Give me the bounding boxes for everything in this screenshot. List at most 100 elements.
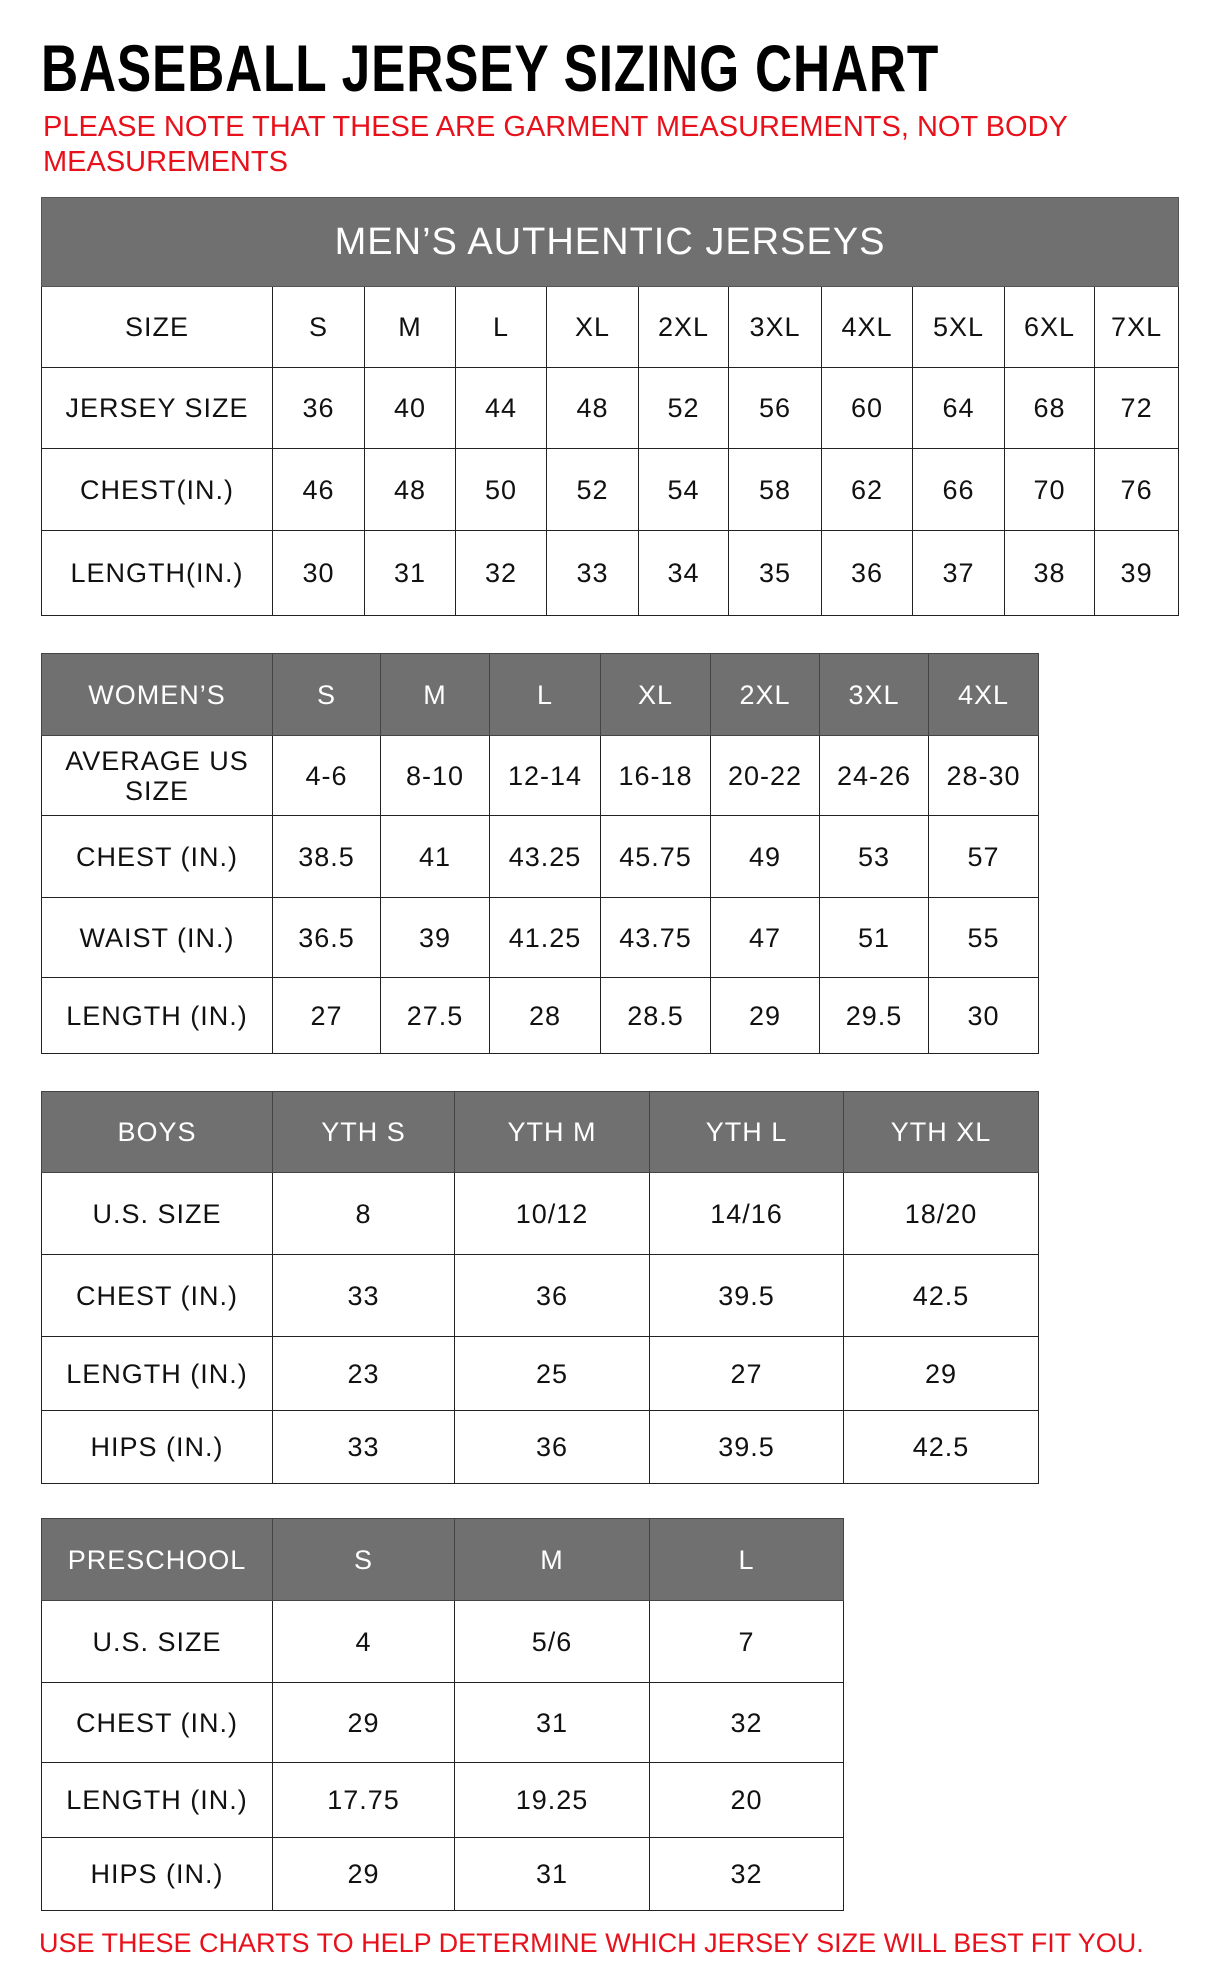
measurement-cell: 42.5 [843, 1410, 1039, 1484]
measurement-cell: 52 [546, 448, 639, 531]
size-header-cell: 7XL [1093, 286, 1180, 368]
size-header-cell: L [649, 1518, 844, 1601]
table-row: CHEST (IN.) 33 36 39.5 42.5 [41, 1254, 1039, 1337]
measurement-cell: 32 [649, 1682, 844, 1763]
measurement-cell: 29 [843, 1336, 1039, 1411]
measurement-cell: 34 [638, 530, 729, 616]
measurement-cell: 50 [455, 448, 547, 531]
measurement-cell: 68 [1004, 367, 1095, 449]
measurement-cell: 33 [272, 1410, 455, 1484]
row-label: PRESCHOOL [41, 1518, 273, 1601]
row-label: BOYS [41, 1091, 273, 1173]
mens-size-table: MEN’S AUTHENTIC JERSEYS SIZE S M L XL 2XL 3XL 4X… [40, 197, 1180, 616]
size-header-cell: XL [600, 653, 711, 736]
row-label: WAIST (IN.) [41, 897, 273, 978]
measurement-cell: 27.5 [380, 977, 490, 1054]
row-label: CHEST (IN.) [41, 1682, 273, 1763]
table-row: LENGTH(IN.) 30 31 32 33 34 35 36 37 38 39 [41, 530, 1180, 616]
measurement-cell: 47 [710, 897, 820, 978]
measurement-cell: 70 [1004, 448, 1095, 531]
measurement-cell: 39.5 [649, 1410, 844, 1484]
size-header-cell: YTH M [454, 1091, 650, 1173]
row-label: LENGTH(IN.) [41, 530, 273, 616]
table-row: LENGTH (IN.) 23 25 27 29 [41, 1336, 1039, 1411]
measurement-cell: 72 [1093, 367, 1180, 449]
table-row: CHEST (IN.) 29 31 32 [41, 1682, 844, 1763]
measurement-cell: 18/20 [843, 1172, 1039, 1255]
boys-size-table: BOYS YTH S YTH M YTH L YTH XL U.S. SIZE 8 10/12… [41, 1091, 1039, 1484]
measurement-cell: 44 [455, 367, 547, 449]
table-row: HIPS (IN.) 33 36 39.5 42.5 [41, 1410, 1039, 1484]
measurement-cell: 30 [928, 977, 1039, 1054]
measurement-cell: 14/16 [649, 1172, 844, 1255]
row-label: U.S. SIZE [41, 1172, 273, 1255]
measurement-cell: 7 [649, 1600, 844, 1683]
table-header-row: SIZE S M L XL 2XL 3XL 4XL 5XL 6XL 7XL [41, 286, 1180, 368]
size-header-cell: 2XL [638, 286, 729, 368]
table-caption: MEN’S AUTHENTIC JERSEYS [40, 197, 1180, 287]
measurement-cell: 58 [728, 448, 822, 531]
measurement-cell: 41 [380, 815, 490, 898]
measurement-cell: 64 [912, 367, 1005, 449]
measurement-cell: 36 [454, 1254, 650, 1337]
size-header-cell: S [272, 1518, 455, 1601]
table-row: CHEST(IN.) 46 48 50 52 54 58 62 66 70 76 [41, 448, 1180, 531]
measurement-cell: 27 [649, 1336, 844, 1411]
measurement-cell: 36 [272, 367, 365, 449]
row-label: HIPS (IN.) [41, 1837, 273, 1911]
measurement-cell: 29 [272, 1682, 455, 1763]
measurement-cell: 60 [821, 367, 913, 449]
table-row: HIPS (IN.) 29 31 32 [41, 1837, 844, 1911]
measurement-cell: 28-30 [928, 735, 1039, 816]
measurement-cell: 66 [912, 448, 1005, 531]
measurement-cell: 38.5 [272, 815, 381, 898]
row-label: CHEST(IN.) [41, 448, 273, 531]
measurement-cell: 33 [272, 1254, 455, 1337]
measurement-cell: 35 [728, 530, 822, 616]
measurement-cell: 29 [710, 977, 820, 1054]
measurement-cell: 39 [380, 897, 490, 978]
size-header-cell: S [272, 286, 365, 368]
measurement-cell: 56 [728, 367, 822, 449]
size-header-cell: YTH XL [843, 1091, 1039, 1173]
table-header-row: WOMEN’S S M L XL 2XL 3XL 4XL [41, 653, 1039, 736]
measurement-cell: 20-22 [710, 735, 820, 816]
measurement-cell: 52 [638, 367, 729, 449]
measurement-cell: 38 [1004, 530, 1095, 616]
measurement-cell: 43.75 [600, 897, 711, 978]
size-header-cell: L [455, 286, 547, 368]
measurement-cell: 48 [364, 448, 456, 531]
row-label: WOMEN’S [41, 653, 273, 736]
table-row: JERSEY SIZE 36 40 44 48 52 56 60 64 68 72 [41, 367, 1180, 449]
measurement-cell: 45.75 [600, 815, 711, 898]
table-row: LENGTH (IN.) 27 27.5 28 28.5 29 29.5 30 [41, 977, 1039, 1054]
measurement-cell: 28 [489, 977, 601, 1054]
measurement-cell: 41.25 [489, 897, 601, 978]
size-header-cell: XL [546, 286, 639, 368]
page-title: BASEBALL JERSEY SIZING CHART [41, 31, 940, 105]
measurement-cell: 20 [649, 1762, 844, 1838]
size-header-cell: M [364, 286, 456, 368]
measurement-cell: 19.25 [454, 1762, 650, 1838]
size-header-cell: 3XL [728, 286, 822, 368]
measurement-cell: 4-6 [272, 735, 381, 816]
measurement-cell: 16-18 [600, 735, 711, 816]
measurement-cell: 33 [546, 530, 639, 616]
measurement-cell: 28.5 [600, 977, 711, 1054]
size-header-cell: 4XL [928, 653, 1039, 736]
measurement-cell: 36.5 [272, 897, 381, 978]
size-header-cell: L [489, 653, 601, 736]
measurement-cell: 37 [912, 530, 1005, 616]
measurement-cell: 25 [454, 1336, 650, 1411]
measurement-cell: 46 [272, 448, 365, 531]
size-header-cell: S [272, 653, 381, 736]
measurement-cell: 29.5 [819, 977, 929, 1054]
measurement-cell: 31 [454, 1837, 650, 1911]
measurement-cell: 31 [454, 1682, 650, 1763]
size-header-cell: M [454, 1518, 650, 1601]
row-label: CHEST (IN.) [41, 815, 273, 898]
size-header-cell: 6XL [1004, 286, 1095, 368]
table-row: U.S. SIZE 4 5/6 7 [41, 1600, 844, 1683]
measurement-cell: 53 [819, 815, 929, 898]
measurement-cell: 57 [928, 815, 1039, 898]
